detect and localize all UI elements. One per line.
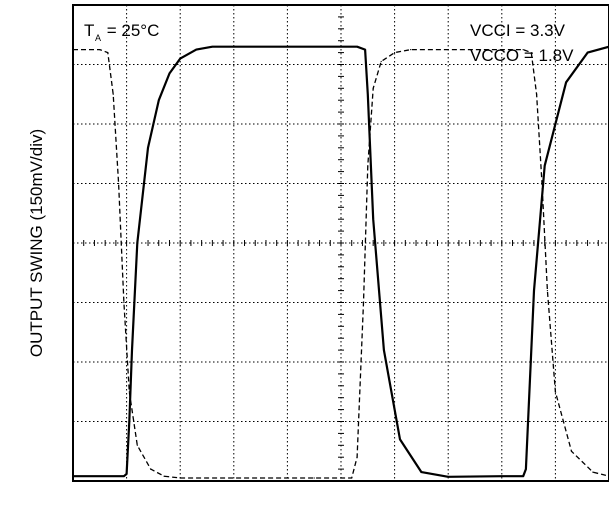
waveform-point [501,475,503,477]
waveform-point [313,477,315,479]
waveform-point [528,409,530,411]
waveform-point [340,46,342,48]
waveform-point [112,93,114,95]
waveform-point [541,182,543,185]
waveform-point [410,49,412,51]
waveform-point [380,60,382,63]
waveform-point [99,49,101,51]
waveform-point [592,471,594,473]
waveform-point [286,46,288,48]
waveform-point [128,391,130,393]
waveform-point [399,438,401,440]
waveform-point [362,301,365,304]
waveform-point [587,52,589,54]
plot-frame [72,4,609,482]
waveform-point [163,475,165,477]
vcci-annotation: VCCI = 3.3V [470,21,566,40]
waveform-point [372,87,374,89]
waveform-point [126,473,128,475]
waveform-point [107,52,109,54]
waveform-point [536,93,538,95]
waveform-point [123,475,125,477]
waveform-point [158,99,160,101]
waveform-point [367,93,369,95]
waveform-point [211,46,213,48]
waveform-point [533,290,535,292]
waveform-point [570,450,573,452]
waveform-point [260,477,262,479]
waveform-point [147,147,149,149]
temperature-prefix: T [84,21,94,40]
waveform-point [356,456,358,458]
waveform-point [351,477,353,479]
temperature-subscript: A [95,33,101,43]
waveform-point [195,49,197,51]
waveform-point [372,218,374,220]
waveform-point [367,165,369,167]
waveform-point [136,444,138,446]
waveform-point [206,477,208,479]
waveform-point [501,49,503,51]
waveform-point [530,52,532,54]
waveform-point [128,420,130,423]
waveform-point [136,242,138,244]
y-axis-label: OUTPUT SWING (150mV/div) [27,129,46,357]
waveform-point [546,290,549,292]
waveform-point [394,52,396,54]
waveform-point [364,49,366,51]
waveform-point [522,475,524,477]
waveform-point [150,468,152,470]
vcco-annotation: VCCO = 1.8V [470,46,574,65]
waveform-point [168,72,171,74]
waveform-point [179,477,181,479]
waveform-point [522,49,524,51]
waveform-point [131,349,133,351]
waveforms [72,45,609,479]
waveform-point [447,476,449,478]
waveform-point [233,46,235,48]
waveform-point [118,182,120,185]
temperature-value: = 25°C [102,21,159,40]
waveform-point [565,81,567,83]
waveform-solid-0 [73,45,609,478]
waveform-point [123,301,125,304]
waveform-point [356,46,358,48]
waveform-point [420,471,422,473]
waveform-point [447,49,449,51]
temperature-annotation: T A = 25°C [84,21,159,43]
waveform-point [525,468,527,470]
waveform-point [179,58,181,60]
waveform-point [383,349,385,351]
waveform-point [544,165,546,167]
waveform-point [554,391,557,393]
